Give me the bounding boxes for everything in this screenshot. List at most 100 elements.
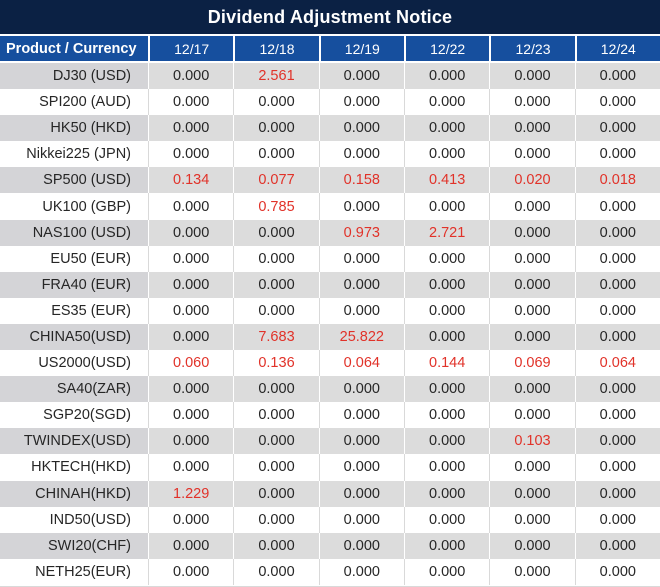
table-row: CHINAH(HKD) 1.229 0.000 0.000 0.000 0.000 0.00… <box>0 480 660 507</box>
value-cell: 0.000 <box>574 558 660 585</box>
value-cell: 0.000 <box>574 271 660 298</box>
value-cell: 0.000 <box>403 141 490 168</box>
value-cell: 0.000 <box>489 454 575 481</box>
value-cell: 0.000 <box>403 532 490 559</box>
value-cell: 0.000 <box>233 454 319 481</box>
value-cell: 0.000 <box>403 506 490 533</box>
value-cell: 0.000 <box>489 297 575 324</box>
value-cell: 0.000 <box>148 219 234 246</box>
value-cell: 0.000 <box>233 271 319 298</box>
value-cell: 0.000 <box>403 89 490 116</box>
value-cell: 0.158 <box>318 167 404 194</box>
value-cell: 2.561 <box>233 63 319 90</box>
table-row: US2000(USD) 0.060 0.136 0.064 0.144 0.069 0.06… <box>0 350 660 377</box>
value-cell: 0.000 <box>403 480 490 507</box>
value-cell: 0.000 <box>489 402 575 429</box>
value-cell: 0.060 <box>148 350 234 377</box>
value-cell: 0.000 <box>233 480 319 507</box>
value-cell: 0.000 <box>489 141 575 168</box>
column-header-date: 12/18 <box>233 36 319 63</box>
value-cell: 0.000 <box>318 115 404 142</box>
value-cell: 0.000 <box>148 141 234 168</box>
value-cell: 0.000 <box>403 558 490 585</box>
value-cell: 0.000 <box>233 219 319 246</box>
value-cell: 0.000 <box>148 402 234 429</box>
table-row: EU50 (EUR) 0.000 0.000 0.000 0.000 0.000 0.000 <box>0 245 660 272</box>
value-cell: 0.000 <box>489 193 575 220</box>
value-cell: 0.000 <box>148 115 234 142</box>
product-label: SP500 (USD) <box>0 167 148 194</box>
value-cell: 0.000 <box>574 323 660 351</box>
product-label: SGP20(SGD) <box>0 402 148 429</box>
table-row: FRA40 (EUR) 0.000 0.000 0.000 0.000 0.000 0.00… <box>0 271 660 298</box>
value-cell: 0.000 <box>318 558 404 585</box>
value-cell: 0.000 <box>233 376 319 403</box>
value-cell: 0.000 <box>574 89 660 116</box>
page-title: Dividend Adjustment Notice <box>207 6 453 27</box>
value-cell: 0.000 <box>233 245 319 272</box>
product-label: IND50(USD) <box>0 506 148 533</box>
value-cell: 0.000 <box>574 245 660 272</box>
table-row: Nikkei225 (JPN) 0.000 0.000 0.000 0.000 0.000… <box>0 141 660 168</box>
value-cell: 0.000 <box>148 193 234 220</box>
value-cell: 0.000 <box>233 402 319 429</box>
value-cell: 0.000 <box>148 323 234 351</box>
value-cell: 0.973 <box>318 219 404 246</box>
value-cell: 0.000 <box>148 532 234 559</box>
value-cell: 0.000 <box>574 532 660 559</box>
value-cell: 0.000 <box>233 141 319 168</box>
value-cell: 0.000 <box>403 271 490 298</box>
table-row: UK100 (GBP) 0.000 0.785 0.000 0.000 0.000 0.00… <box>0 193 660 220</box>
value-cell: 0.000 <box>148 271 234 298</box>
product-label: EU50 (EUR) <box>0 245 148 272</box>
value-cell: 0.000 <box>148 245 234 272</box>
column-header-date: 12/19 <box>318 36 404 63</box>
value-cell: 0.000 <box>489 323 575 351</box>
column-header-product-currency: Product / Currency <box>0 36 148 63</box>
value-cell: 0.077 <box>233 167 319 194</box>
table-row: SGP20(SGD) 0.000 0.000 0.000 0.000 0.000 0.000 <box>0 402 660 429</box>
value-cell: 0.000 <box>574 506 660 533</box>
column-header-date: 12/17 <box>148 36 234 63</box>
product-label: FRA40 (EUR) <box>0 271 148 298</box>
value-cell: 0.000 <box>318 141 404 168</box>
value-cell: 0.000 <box>489 506 575 533</box>
title-bar: Dividend Adjustment Notice <box>0 0 660 36</box>
value-cell: 0.000 <box>148 376 234 403</box>
value-cell: 0.000 <box>148 297 234 324</box>
table-row: SP500 (USD) 0.134 0.077 0.158 0.413 0.020 0.01… <box>0 167 660 194</box>
value-cell: 0.000 <box>489 219 575 246</box>
value-cell: 0.000 <box>233 297 319 324</box>
table-row: TWINDEX(USD) 0.000 0.000 0.000 0.000 0.103 0.0… <box>0 428 660 455</box>
value-cell: 0.000 <box>403 454 490 481</box>
column-header-date: 12/22 <box>403 36 490 63</box>
value-cell: 0.000 <box>233 506 319 533</box>
value-cell: 0.000 <box>489 245 575 272</box>
value-cell: 7.683 <box>233 323 319 351</box>
value-cell: 0.000 <box>318 428 404 455</box>
product-label: DJ30 (USD) <box>0 63 148 90</box>
value-cell: 0.000 <box>574 141 660 168</box>
product-label: SA40(ZAR) <box>0 376 148 403</box>
value-cell: 0.000 <box>574 193 660 220</box>
value-cell: 0.136 <box>233 350 319 377</box>
table-row: NAS100 (USD) 0.000 0.000 0.973 2.721 0.000 0.0… <box>0 219 660 246</box>
value-cell: 0.000 <box>574 63 660 90</box>
value-cell: 0.103 <box>489 428 575 455</box>
value-cell: 0.000 <box>403 297 490 324</box>
table-header: Product / Currency 12/17 12/18 12/19 12/… <box>0 36 660 63</box>
value-cell: 0.000 <box>148 506 234 533</box>
value-cell: 0.064 <box>318 350 404 377</box>
value-cell: 0.018 <box>574 167 660 194</box>
table-row: HKTECH(HKD) 0.000 0.000 0.000 0.000 0.000 0.00… <box>0 454 660 481</box>
value-cell: 0.000 <box>574 428 660 455</box>
value-cell: 0.000 <box>574 376 660 403</box>
value-cell: 0.000 <box>489 271 575 298</box>
value-cell: 0.000 <box>148 428 234 455</box>
value-cell: 0.000 <box>148 63 234 90</box>
product-label: SPI200 (AUD) <box>0 89 148 116</box>
value-cell: 0.000 <box>489 558 575 585</box>
table-row: SPI200 (AUD) 0.000 0.000 0.000 0.000 0.000 0.0… <box>0 89 660 116</box>
table-row: CHINA50(USD) 0.000 7.683 25.822 0.000 0.000 0.… <box>0 323 660 351</box>
column-header-date: 12/24 <box>574 36 660 63</box>
